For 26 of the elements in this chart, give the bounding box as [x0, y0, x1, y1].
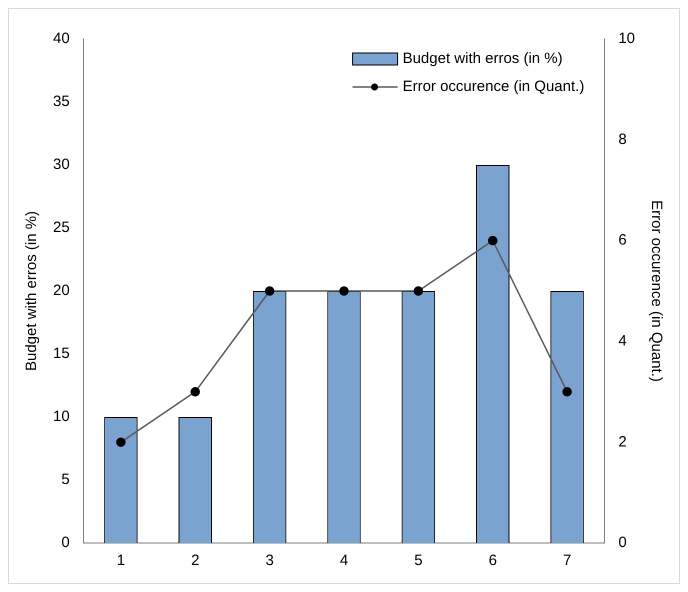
x-tick-label: 4 [340, 552, 348, 570]
legend-label: Budget with erros (in %) [402, 50, 563, 68]
y-tick-label: 20 [52, 282, 70, 300]
y-tick-label: 15 [52, 345, 70, 362]
y2-tick-label: 6 [618, 232, 627, 249]
x-tick-label: 2 [191, 552, 200, 570]
y-tick-label: 5 [61, 471, 70, 488]
y-tick-label: 25 [52, 219, 70, 236]
y-tick-label: 10 [52, 408, 70, 426]
y2-tick-label: 2 [618, 433, 627, 450]
y2-tick-label: 10 [618, 30, 636, 48]
x-tick-label: 1 [116, 552, 126, 570]
y2-axis-title: Error occurence (in Quant.) [648, 200, 665, 382]
x-tick-label: 3 [265, 552, 274, 570]
y-tick-label: 40 [52, 30, 70, 48]
x-tick-label: 7 [562, 552, 572, 570]
y2-tick-label: 4 [618, 332, 627, 350]
y2-tick-label: 0 [618, 534, 627, 552]
y-tick-label: 30 [52, 156, 70, 174]
y-tick-label: 35 [52, 93, 70, 110]
y-tick-label: 0 [61, 534, 70, 552]
y2-tick-label: 8 [618, 130, 627, 148]
x-tick-label: 5 [414, 552, 423, 570]
x-tick-label: 6 [488, 552, 497, 570]
legend-label: Error occurence (in Quant.) [402, 78, 584, 96]
y-axis-title: Budget with erros (in %) [23, 210, 40, 372]
